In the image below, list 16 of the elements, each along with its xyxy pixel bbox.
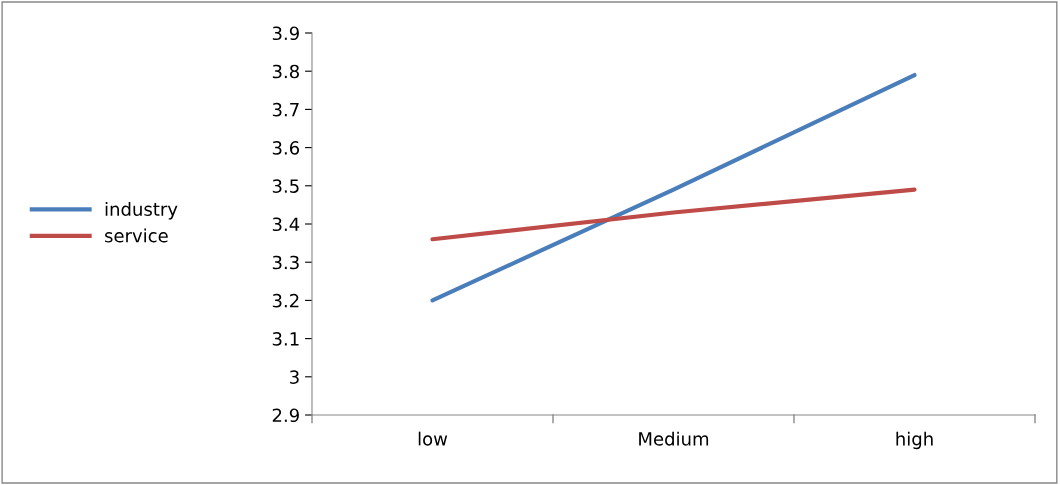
y-tick-label: 3.7 [272, 102, 299, 117]
x-tick-label: high [896, 431, 933, 450]
y-tick-label: 3.1 [272, 332, 299, 346]
y-tick-label: 3.6 [272, 141, 300, 155]
x-tick-label: Medium [639, 431, 709, 446]
y-tick-label: 3.8 [272, 64, 299, 79]
legend-label: service [105, 228, 168, 243]
x-tick-label: low [418, 431, 448, 446]
legend-label: industry [105, 202, 178, 220]
y-tick-label: 3.5 [272, 179, 299, 193]
y-tick-label: 3.4 [272, 217, 300, 232]
y-tick-label: 3.3 [272, 255, 299, 270]
y-tick-label: 3.9 [272, 26, 299, 41]
y-tick-label: 2.9 [272, 408, 299, 423]
y-tick-label: 3 [290, 370, 299, 384]
y-tick-label: 3.2 [272, 293, 299, 308]
